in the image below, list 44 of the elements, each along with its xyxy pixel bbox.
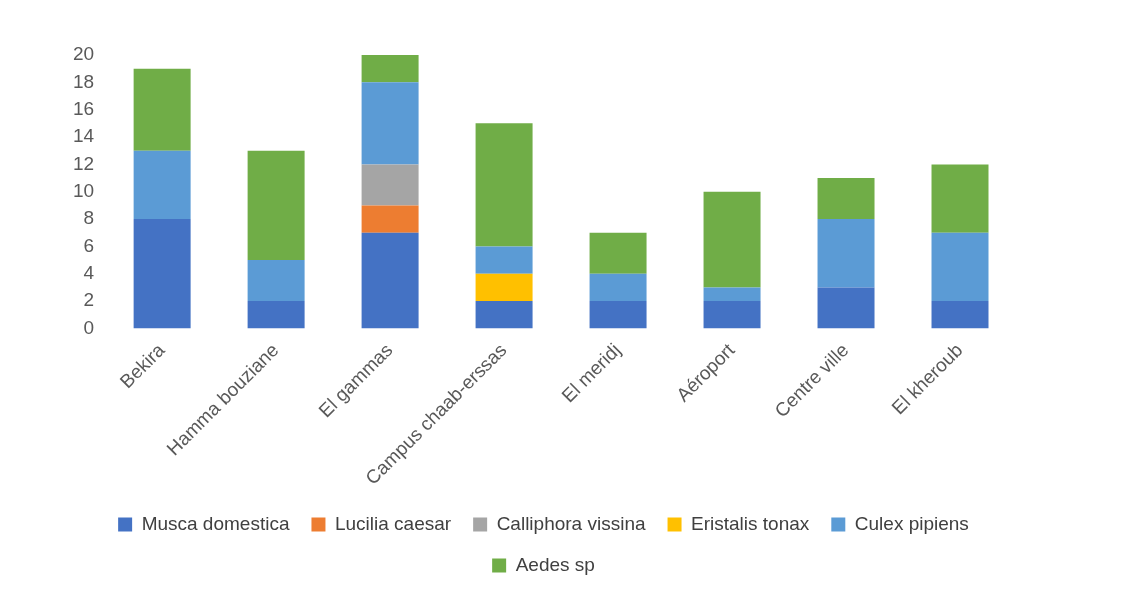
bar — [361, 232, 419, 329]
bar — [475, 273, 533, 302]
bar — [361, 205, 419, 233]
bar — [589, 301, 647, 329]
y-tick-label: 8 — [83, 207, 95, 229]
legend-label: Musca domestica — [141, 512, 290, 534]
bar — [931, 301, 989, 329]
bar — [133, 219, 191, 329]
bar — [361, 82, 419, 165]
bar — [133, 150, 191, 220]
legend-label: Eristalis tonax — [691, 512, 810, 534]
y-tick-label: 14 — [72, 125, 95, 147]
y-tick-label: 18 — [72, 70, 95, 92]
bar — [475, 246, 533, 274]
y-tick-label: 0 — [83, 316, 95, 338]
y-tick-label: 2 — [83, 289, 95, 311]
legend-label: Aedes sp — [515, 553, 595, 575]
bar — [703, 191, 761, 288]
bar — [931, 232, 989, 302]
bar — [475, 301, 533, 329]
legend-label: Culex pipiens — [854, 512, 969, 534]
bar — [133, 68, 191, 151]
y-tick-label: 4 — [83, 262, 95, 284]
legend-label: Calliphora vissina — [496, 512, 646, 534]
bar — [589, 232, 647, 274]
y-tick-label: 6 — [83, 234, 95, 256]
y-tick-label: 16 — [72, 97, 95, 119]
bar — [247, 260, 305, 302]
bar — [817, 219, 875, 288]
y-tick-label: 10 — [72, 179, 95, 201]
y-tick-label: 12 — [72, 152, 95, 174]
bar — [589, 273, 647, 302]
bar — [475, 123, 533, 247]
y-tick-label: 20 — [72, 43, 95, 65]
bar — [931, 164, 989, 233]
bar — [361, 164, 419, 206]
bar — [703, 287, 761, 302]
bar — [817, 287, 875, 329]
bar — [361, 55, 419, 83]
bar — [247, 301, 305, 329]
bar — [247, 150, 305, 261]
bar — [817, 178, 875, 220]
legend-label: Lucilia caesar — [334, 512, 452, 534]
bar — [703, 301, 761, 329]
